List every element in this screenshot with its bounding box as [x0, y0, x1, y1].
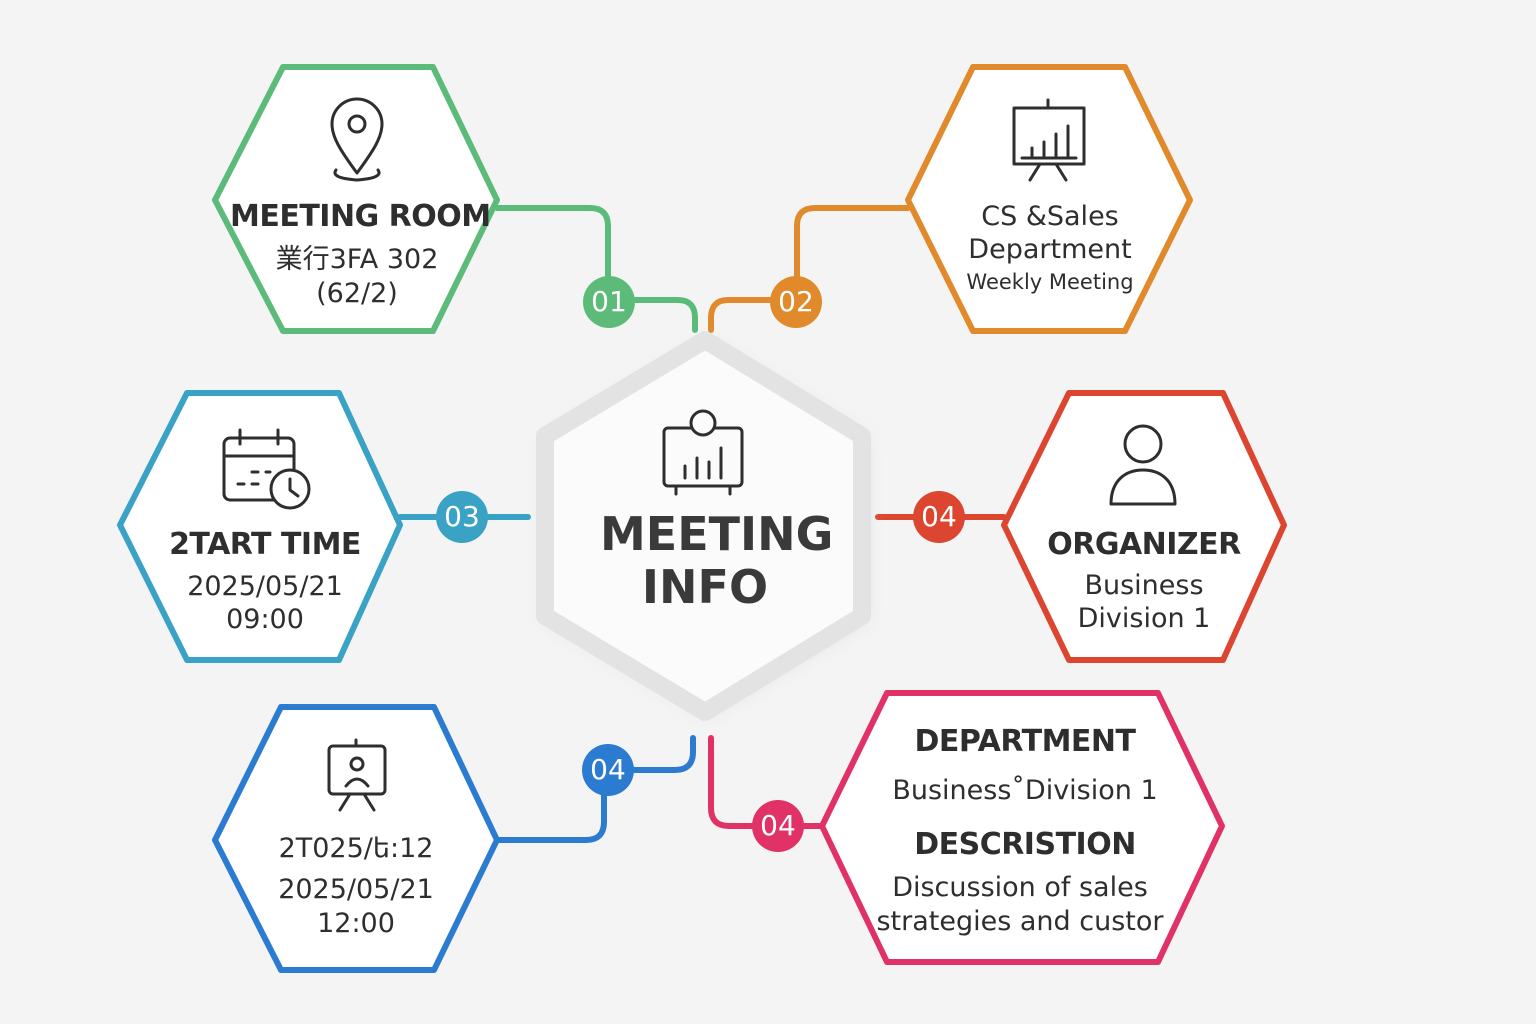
dept-line2: Department — [968, 234, 1132, 265]
presentation-person-chart-icon — [662, 409, 744, 496]
location-pin-icon — [330, 97, 384, 182]
calendar-clock-icon — [222, 428, 311, 510]
user-icon — [1109, 424, 1177, 506]
hexagon-end-time — [212, 704, 500, 973]
hexagon-description — [819, 690, 1225, 965]
end-time: 12:00 — [317, 908, 395, 939]
description-title: DESCRISTION — [914, 827, 1136, 862]
description-dept-value: Business˚Division 1 — [892, 775, 1158, 806]
hexagon-organizer — [1001, 390, 1287, 663]
room-title: MEETING ROOM — [230, 199, 491, 234]
badge-organizer: 04 — [913, 491, 965, 543]
end-date: 2025/05/21 — [278, 874, 434, 905]
center-title-line2: INFO — [641, 559, 769, 614]
center-title: MEETING INFO — [600, 507, 834, 614]
badge-room: 01 — [583, 276, 635, 328]
description-line1: Discussion of sales — [892, 872, 1148, 903]
end-title: 2T025/ե:12 — [278, 833, 434, 864]
start-title: 2TART TIME — [169, 527, 361, 562]
center-hexagon — [536, 331, 871, 721]
description-line2: strategies and custor — [876, 906, 1164, 937]
hexagon-start-time — [117, 390, 403, 663]
room-line1: 業行3FA 302 — [275, 244, 439, 275]
dept-line3: Weekly Meeting — [966, 270, 1134, 294]
room-line2: (62/2) — [316, 278, 398, 309]
start-time: 09:00 — [226, 604, 304, 635]
connector-description — [708, 735, 825, 829]
presentation-board-chart-icon — [1012, 98, 1086, 182]
badge-end: 04 — [582, 744, 634, 796]
badge-start: 03 — [436, 491, 488, 543]
organizer-line2: Division 1 — [1077, 603, 1211, 634]
hexagon-department — [905, 64, 1193, 334]
badge-dept: 02 — [770, 276, 822, 328]
organizer-line1: Business — [1084, 570, 1204, 601]
organizer-title: ORGANIZER — [1047, 527, 1241, 562]
description-dept-title: DEPARTMENT — [914, 724, 1136, 759]
badge-description: 04 — [752, 800, 804, 852]
start-date: 2025/05/21 — [187, 571, 343, 602]
dept-line1: CS &Sales — [981, 201, 1119, 232]
center-title-line1: MEETING — [600, 507, 834, 561]
presenter-easel-icon — [327, 738, 387, 812]
hexagon-meeting-room — [212, 64, 500, 334]
